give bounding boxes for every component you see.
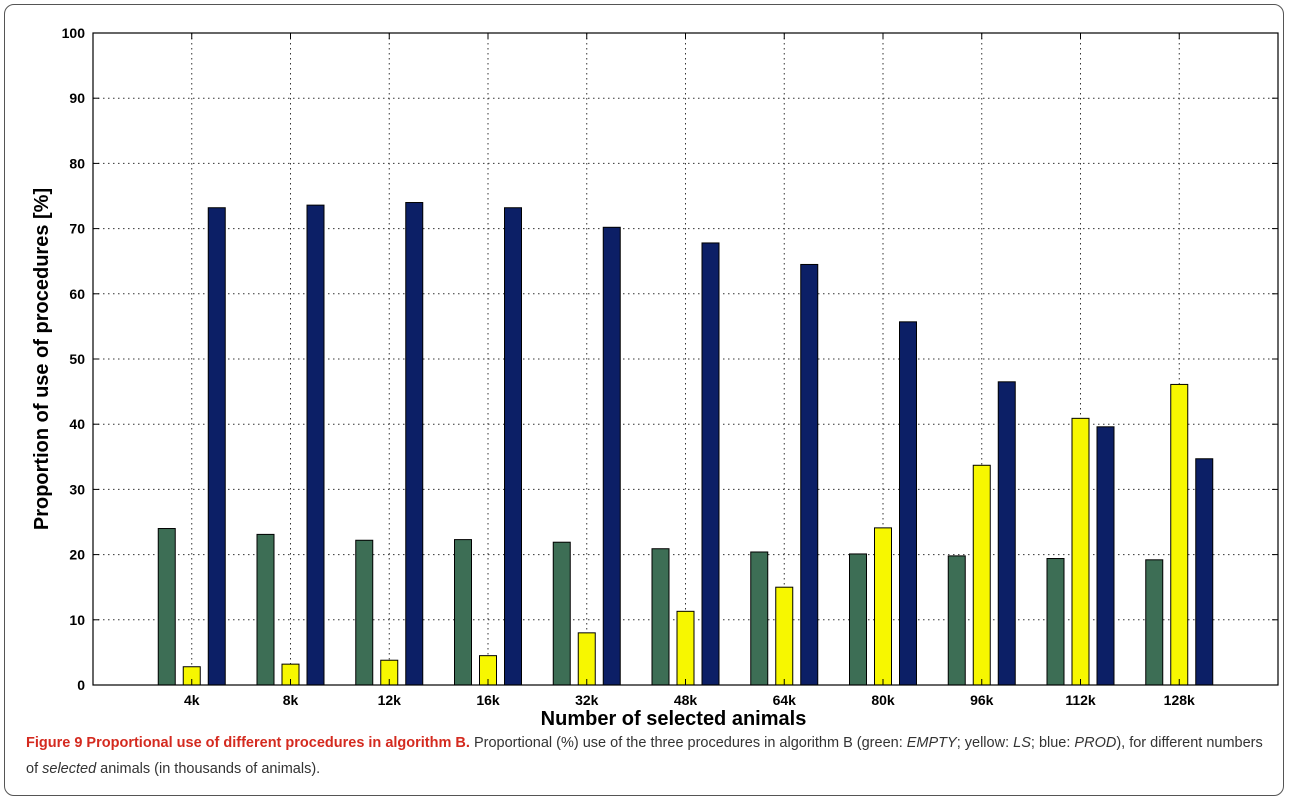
bar <box>1170 383 1189 686</box>
x-tick-label: 12k <box>378 692 402 708</box>
bar-chart: 0 10 20 30 40 50 60 70 80 90 100 4k 8k 12k 16k 32k 48k 64… <box>31 25 1279 730</box>
y-tick-label: 90 <box>69 90 85 106</box>
y-tick-label: 80 <box>69 155 85 171</box>
y-tick-label: 0 <box>77 677 85 693</box>
bar <box>405 202 424 686</box>
caption-em-prod: PROD <box>1074 735 1117 751</box>
caption-text: animals (in thousands of animals). <box>96 761 321 777</box>
bar <box>1145 559 1164 686</box>
x-tick-label: 4k <box>184 692 200 708</box>
bar <box>602 226 621 686</box>
grid-layer <box>93 33 1278 685</box>
caption-label: Figure 9 Proportional use of different p… <box>26 735 470 751</box>
y-tick-label: 100 <box>62 25 86 41</box>
bar <box>775 586 794 686</box>
bar <box>701 242 720 686</box>
caption-text: Proportional (%) use of the three proced… <box>469 735 907 751</box>
bar <box>899 321 917 686</box>
x-tick-label: 48k <box>674 692 698 708</box>
bar <box>306 204 325 686</box>
caption-em-ls: LS <box>1013 735 1031 751</box>
bar <box>1096 426 1115 686</box>
bar <box>997 381 1016 686</box>
y-tick-label: 60 <box>69 286 85 302</box>
x-tick-label: 112k <box>1065 692 1096 708</box>
bar <box>577 632 596 686</box>
bar <box>651 548 670 686</box>
y-tick-label: 30 <box>69 481 85 497</box>
y-tick-label: 50 <box>69 351 85 367</box>
bar <box>552 541 571 686</box>
x-tick-label: 8k <box>283 692 299 708</box>
x-tick-label: 96k <box>970 692 994 708</box>
bar <box>972 464 991 686</box>
y-tick-label: 10 <box>69 612 85 628</box>
bar-layer <box>157 202 1214 686</box>
caption-text: ), for different numbers of <box>26 735 1263 777</box>
bar <box>849 553 867 686</box>
bar <box>1195 458 1214 686</box>
figure-caption: Figure 9 Proportional use of different p… <box>26 730 1278 782</box>
caption-em-empty: EMPTY <box>906 735 957 751</box>
bar <box>504 207 522 686</box>
tick-layer: 0 10 20 30 40 50 60 70 80 90 100 4k 8k 12k 16k 32k 48k 64… <box>62 25 1278 708</box>
x-tick-label: 80k <box>871 692 895 708</box>
bar <box>800 263 819 686</box>
bar <box>256 533 275 686</box>
x-tick-label: 64k <box>773 692 797 708</box>
caption-em-selected: selected <box>42 761 97 777</box>
y-tick-label: 40 <box>69 416 85 432</box>
bar <box>1071 417 1090 686</box>
x-tick-label: 16k <box>476 692 500 708</box>
bar <box>750 551 769 686</box>
bar <box>947 555 966 686</box>
bar <box>676 610 695 686</box>
x-tick-label: 32k <box>575 692 599 708</box>
bar <box>454 539 472 686</box>
bar <box>355 539 374 686</box>
bar <box>874 527 892 686</box>
caption-text: ; blue: <box>1030 735 1075 751</box>
y-axis-title: Proportion of use of procedures [%] <box>31 188 53 530</box>
bar <box>207 207 226 686</box>
y-tick-label: 70 <box>69 221 85 237</box>
x-axis-title: Number of selected animals <box>541 708 807 730</box>
caption-text: ; yellow: <box>956 735 1014 751</box>
bar <box>1046 558 1065 686</box>
bar <box>157 528 176 686</box>
x-tick-label: 128k <box>1164 692 1195 708</box>
y-tick-label: 20 <box>69 547 85 563</box>
